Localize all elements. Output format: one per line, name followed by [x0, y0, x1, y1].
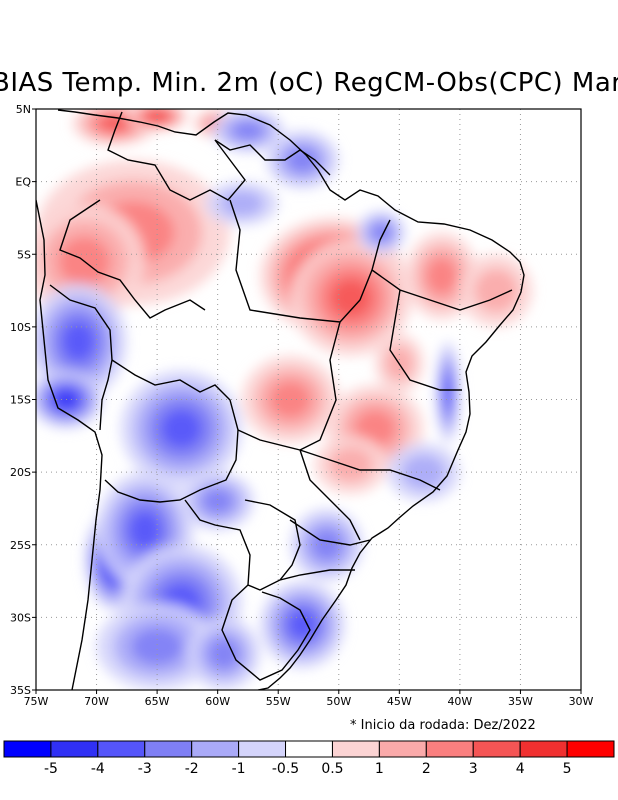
- colorbar-swatch: [238, 740, 287, 758]
- y-tick-label: 35S: [10, 684, 31, 697]
- anomaly-blob: [329, 447, 373, 483]
- colorbar-swatch: [472, 740, 521, 758]
- anomaly-blob: [208, 638, 240, 670]
- x-tick-label: 35W: [508, 695, 533, 708]
- x-tick-label: 50W: [326, 695, 351, 708]
- colorbar-swatch: [378, 740, 427, 758]
- colorbar-label: -5: [44, 761, 58, 777]
- brazil-state-borders-south: [237, 429, 441, 581]
- colorbar-label: -2: [185, 761, 199, 777]
- colorbar-swatch: [519, 740, 568, 758]
- run-start-footnote: * Inicio da rodada: Dez/2022: [350, 718, 536, 733]
- y-tick-label: 15S: [10, 394, 31, 407]
- anomaly-field: [36, 109, 533, 690]
- border-guianas: [214, 139, 331, 176]
- x-tick-label: 75W: [24, 695, 49, 708]
- map-title-container: BIAS Temp. Min. 2m (oC) RegCM-Obs(CPC) M…: [0, 68, 618, 108]
- border-venezuela-colombia: [107, 111, 246, 201]
- anomaly-blob: [100, 116, 129, 131]
- colorbar-label: 4: [516, 761, 525, 777]
- colorbar-swatch: [97, 740, 146, 758]
- colorbar-label: -1: [232, 761, 246, 777]
- x-tick-label: 65W: [145, 695, 170, 708]
- colorbar-label: 5: [563, 761, 572, 777]
- colorbar-label: 1: [375, 761, 384, 777]
- colorbar-swatch: [3, 740, 52, 758]
- brazil-state-borders-north: [229, 199, 513, 451]
- anomaly-blob: [330, 278, 372, 318]
- anomaly-blob: [62, 322, 95, 361]
- anomaly-blob: [202, 488, 234, 514]
- anomaly-blob: [401, 454, 446, 490]
- x-tick-label: 40W: [447, 695, 472, 708]
- colorbar-swatch: [425, 740, 474, 758]
- colorbar-label: -0.5: [272, 761, 299, 777]
- colorbar-swatch: [144, 740, 193, 758]
- anomaly-blob: [269, 380, 312, 419]
- x-tick-label: 45W: [387, 695, 412, 708]
- x-tick-label: 70W: [84, 695, 109, 708]
- y-tick-label: 5S: [17, 248, 31, 261]
- map-title: BIAS Temp. Min. 2m (oC) RegCM-Obs(CPC) M…: [0, 68, 618, 98]
- y-tick-label: EQ: [15, 176, 31, 189]
- anomaly-blob: [131, 627, 184, 666]
- y-tick-label: 10S: [10, 321, 31, 334]
- axis-ticks: 75W 70W 65W 60W 55W 50W 45W 40W 35W 30W 5N EQ 5S 10S 1…: [10, 103, 594, 708]
- map-plot-area: [36, 109, 581, 690]
- anomaly-blob: [161, 409, 202, 448]
- anomaly-blob: [232, 121, 264, 141]
- border-bolivia: [104, 359, 239, 503]
- y-tick-label: 20S: [10, 466, 31, 479]
- y-tick-label: 5N: [16, 103, 31, 116]
- y-tick-label: 25S: [10, 539, 31, 552]
- colorbar-label: 0.5: [321, 761, 343, 777]
- country-borders: [36, 109, 525, 690]
- anomaly-blob: [426, 257, 458, 295]
- colorbar-label: -3: [138, 761, 152, 777]
- x-tick-label: 30W: [569, 695, 594, 708]
- colorbar-label: 2: [422, 761, 431, 777]
- colorbar-label: 3: [469, 761, 478, 777]
- anomaly-blob: [220, 190, 264, 217]
- anomaly-blob: [354, 409, 396, 448]
- y-tick-label: 30S: [10, 611, 31, 624]
- colorbar-label: -4: [91, 761, 105, 777]
- anomaly-blob: [443, 375, 452, 410]
- colorbar-swatch: [331, 740, 380, 758]
- border-argentina-uruguay: [221, 584, 311, 681]
- anomaly-blob: [148, 112, 166, 121]
- anomaly-blob: [128, 510, 162, 550]
- graticule: [36, 109, 581, 690]
- colorbar-swatch: [285, 740, 333, 758]
- colorbar-swatch: [566, 740, 615, 758]
- x-tick-label: 60W: [205, 695, 230, 708]
- colorbar-swatch: [191, 740, 240, 758]
- x-tick-label: 55W: [266, 695, 291, 708]
- south-america-coastline: [57, 109, 525, 690]
- border-colombia-brazil: [59, 199, 206, 319]
- pacific-coastline: [36, 199, 103, 690]
- colorbar: -5 -4 -3 -2 -1 -0.5 0.5 1 2 3 4 5: [3, 740, 615, 777]
- border-peru-brazil: [49, 284, 113, 431]
- colorbar-swatch: [50, 740, 99, 758]
- border-paraguay: [184, 499, 301, 591]
